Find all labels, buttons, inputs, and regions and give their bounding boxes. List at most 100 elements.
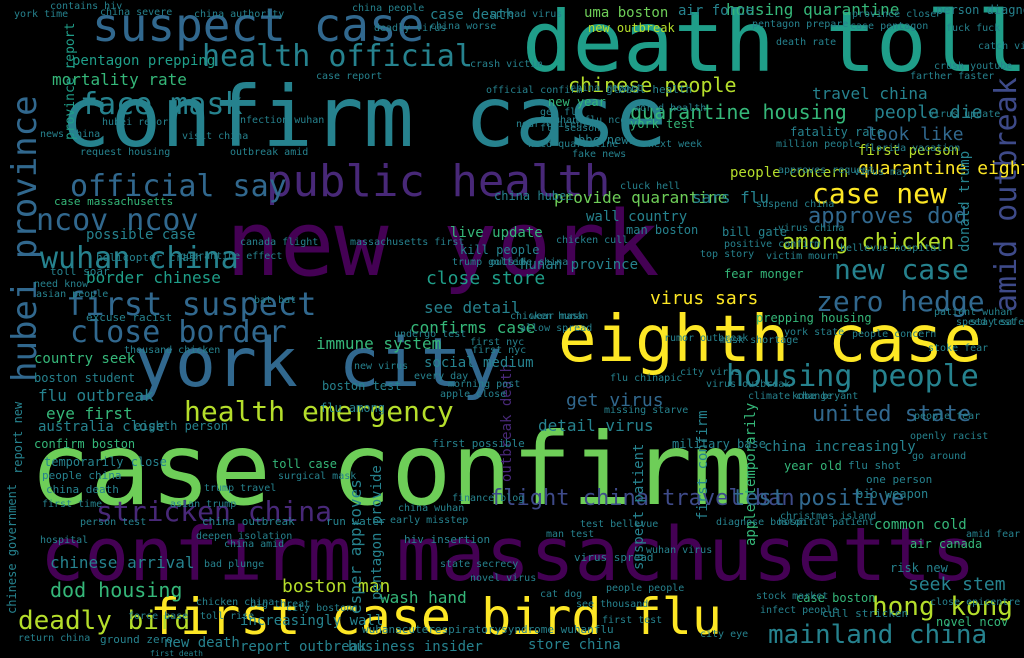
- word: first confirm: [695, 410, 711, 520]
- word: city eye: [700, 629, 749, 640]
- word: climate change: [748, 391, 833, 402]
- word: china outbreak: [202, 515, 295, 528]
- word: see detail: [424, 298, 521, 317]
- word: detail virus: [538, 416, 654, 435]
- word: cluck hell: [620, 181, 681, 192]
- word: new outbreak: [588, 21, 675, 35]
- word: official confirm: [486, 85, 583, 96]
- word: positive confirm: [724, 239, 821, 250]
- word: social medium: [424, 355, 534, 371]
- word: flu season: [540, 123, 601, 134]
- word: man test: [546, 529, 595, 540]
- word: trump travel: [204, 483, 277, 494]
- word: border chinese: [86, 268, 221, 287]
- word: get flu: [540, 107, 583, 118]
- word: chinese government: [5, 483, 19, 614]
- word: china amid: [224, 539, 285, 550]
- word: case report: [316, 71, 383, 82]
- word: undergo test: [394, 329, 467, 340]
- word: need quarantine: [528, 139, 619, 150]
- word: outside china: [490, 257, 569, 268]
- word: suspend china: [756, 199, 835, 210]
- word: deepen isolation: [196, 531, 293, 542]
- word: case boston: [796, 591, 876, 605]
- word: cat dog: [540, 589, 583, 600]
- word: york time: [14, 9, 69, 20]
- word: esper approves: [346, 479, 365, 614]
- word: wuhan flu ncov: [548, 115, 633, 126]
- word: big threat: [250, 599, 311, 610]
- word: year old: [784, 459, 842, 473]
- word: york state: [784, 327, 845, 338]
- word: diagnose boston: [716, 517, 807, 528]
- word: speed test: [956, 317, 1017, 328]
- word: surgical mask: [278, 471, 357, 482]
- word: rumor outbreak: [664, 333, 749, 344]
- word: finance blog: [452, 493, 525, 504]
- word: stock market: [756, 591, 829, 602]
- word: uma boston: [584, 5, 669, 21]
- word: look like: [866, 124, 964, 145]
- word: boston student: [34, 371, 136, 385]
- word: bill gate: [722, 225, 788, 239]
- word: china death: [46, 483, 119, 496]
- word: florida vacation: [864, 143, 961, 154]
- word: deadly virus: [374, 23, 447, 34]
- word: hospital patient: [778, 517, 875, 528]
- word: case death: [430, 7, 515, 23]
- word: death toll: [522, 0, 1024, 91]
- word: air canada: [910, 537, 983, 551]
- word: novel ncov: [936, 615, 1009, 629]
- word: wuhan china: [40, 241, 239, 276]
- word: china increasingly: [764, 439, 916, 455]
- word: new death: [164, 635, 240, 651]
- word: toll soar: [50, 265, 110, 278]
- word: test bellevue: [580, 519, 659, 530]
- word: quarantine housing: [630, 100, 847, 124]
- word: suspect case: [92, 0, 425, 52]
- word: stay safe: [970, 317, 1024, 328]
- word: chicken china: [196, 597, 275, 608]
- word: report outbreak: [240, 639, 367, 655]
- word: fuck fuck: [946, 23, 1001, 34]
- word: world health: [634, 103, 707, 114]
- word: virus spread: [574, 551, 654, 564]
- word: virus china: [778, 223, 845, 234]
- word: province close: [852, 9, 937, 20]
- word: china hubei: [494, 189, 574, 203]
- word: man boston: [626, 223, 699, 237]
- word: infect people: [760, 605, 839, 616]
- word: chicken hunan: [510, 311, 589, 322]
- word: donald trump: [957, 150, 973, 252]
- word: flu chinapic: [610, 373, 683, 384]
- word: case confirm: [30, 411, 753, 528]
- word: trump golfed: [452, 257, 525, 268]
- word: first death: [150, 649, 203, 658]
- word: china authority: [194, 9, 285, 20]
- word: bat bat: [254, 295, 297, 306]
- word: close store: [426, 268, 546, 289]
- word: kobe bryant: [792, 391, 859, 402]
- word: york city: [134, 324, 503, 403]
- word: novel virus: [470, 573, 537, 584]
- word: get virus: [566, 390, 664, 411]
- word: person test: [80, 517, 147, 528]
- word: chicken cull: [556, 235, 629, 246]
- word: hunan province: [520, 257, 639, 273]
- word: china severe: [100, 7, 173, 18]
- word: morning post: [448, 379, 521, 390]
- word: health official: [202, 39, 473, 74]
- word: outbreak amid: [230, 147, 309, 158]
- word: one person: [866, 473, 933, 486]
- word: flu among: [320, 401, 386, 415]
- word: need know: [34, 279, 89, 290]
- word: asian trump: [170, 499, 237, 510]
- word: toll case: [272, 457, 338, 471]
- word: wuhanacuterespiratorysyndrome wuhanflu: [362, 623, 614, 636]
- word: go around: [912, 451, 967, 462]
- word: eye first: [46, 404, 133, 423]
- word: thousand chicken: [124, 345, 221, 356]
- word: live update: [450, 225, 543, 241]
- word: catch virus: [978, 41, 1024, 52]
